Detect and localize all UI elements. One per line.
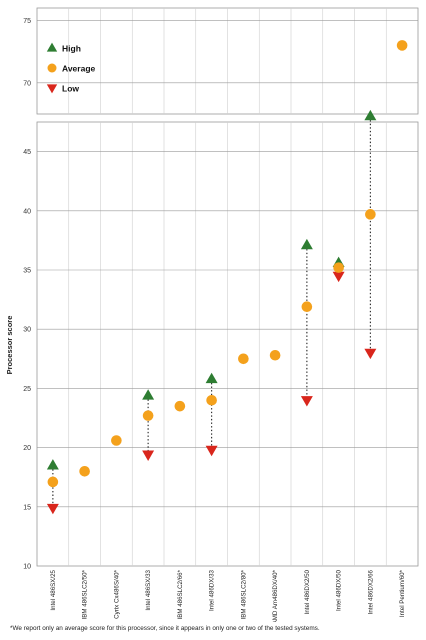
average-marker (333, 262, 344, 273)
low-marker (46, 503, 59, 515)
average-marker (79, 465, 90, 477)
low-marker (205, 445, 218, 457)
average-marker (238, 353, 249, 365)
y-tick-label: 10 (23, 564, 31, 571)
lower-panel: 10 15 20 25 30 35 40 45 (23, 121, 419, 571)
y-tick-label: 45 (23, 149, 31, 156)
y-tick-label: 35 (23, 268, 31, 275)
low-marker (142, 450, 155, 461)
legend-low-marker (46, 84, 58, 94)
x-category-label: Intel 486DX2/66 (367, 569, 374, 614)
y-axis-label: Processor score (5, 316, 14, 375)
average-marker (269, 349, 281, 361)
x-category-label: IBM 486SLC2/66* (177, 569, 184, 619)
x-category-label: AMD Am486DX/40* (272, 569, 279, 622)
low-marker (364, 348, 377, 360)
legend-low-label: Low (62, 84, 79, 94)
y-tick-label: 30 (23, 327, 31, 334)
legend-high-label: High (62, 44, 81, 54)
upper-panel: 70 75 (23, 7, 419, 115)
x-category-label: Intel Pentium/60* (399, 569, 406, 617)
x-category-label: Cyrix Cx486S/40* (113, 569, 120, 618)
x-category-label: Intel 486DX2/50 (304, 569, 311, 614)
average-marker (47, 476, 59, 488)
average-marker (111, 435, 122, 446)
high-marker (300, 238, 313, 250)
x-category-label: Intel 486DX/33 (209, 569, 216, 610)
x-category-label: Intel 486SX/33 (145, 569, 152, 610)
average-marker (396, 40, 408, 51)
legend: High Average Low (46, 42, 96, 94)
low-marker (332, 271, 345, 283)
x-category-label: IBM 486SLC2/50* (82, 569, 89, 619)
average-marker (365, 209, 376, 220)
x-category-label: Intel 486SX/25 (50, 569, 57, 610)
legend-high-marker (46, 42, 58, 52)
high-marker (46, 459, 59, 470)
data-marks (46, 40, 408, 515)
chart-background (0, 0, 426, 622)
y-tick-label: 15 (23, 504, 31, 511)
average-marker (206, 394, 217, 406)
y-tick-label: 25 (23, 386, 31, 393)
average-marker (174, 400, 186, 412)
y-tick-label: 70 (23, 80, 31, 87)
legend-average-marker (47, 63, 57, 73)
high-marker (205, 372, 218, 384)
processor-score-chart: 70 75 10 15 20 25 30 35 40 45 High Average Low Pro… (0, 0, 426, 622)
y-tick-label: 20 (23, 445, 31, 452)
low-marker (300, 396, 313, 407)
legend-average-label: Average (62, 64, 96, 74)
high-marker (142, 389, 155, 400)
average-marker (142, 410, 154, 421)
y-tick-label: 75 (23, 18, 31, 25)
x-axis-labels: Intel 486SX/25 IBM 486SLC2/50* Cyrix Cx486… (50, 569, 406, 622)
average-marker (301, 301, 313, 313)
y-tick-label: 40 (23, 208, 31, 215)
high-marker (364, 109, 377, 121)
x-category-label: IBM 486SLC2/80* (240, 569, 247, 619)
footnote: *We report only an average score for thi… (10, 625, 320, 632)
x-category-label: Intel 486DX/50 (336, 569, 343, 610)
